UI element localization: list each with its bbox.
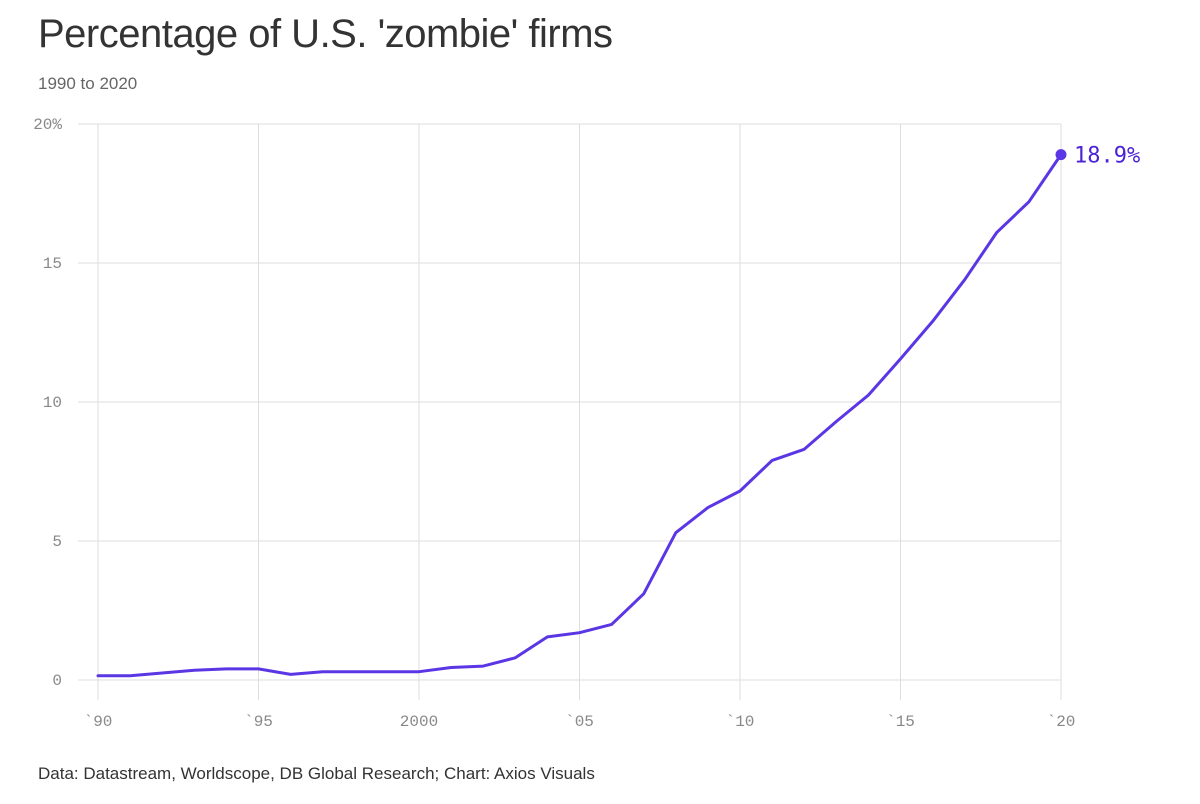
data-point	[833, 418, 839, 424]
chart-subtitle: 1990 to 2020	[38, 74, 138, 93]
data-point	[256, 666, 262, 672]
grid	[78, 123, 1062, 700]
x-tick-label: `10	[726, 713, 755, 731]
data-point	[994, 229, 1000, 235]
data-point	[705, 505, 711, 511]
series-line	[96, 153, 1063, 678]
data-point	[898, 356, 904, 362]
data-point	[352, 669, 358, 675]
y-tick-label: 5	[52, 533, 62, 551]
end-point-marker	[1055, 149, 1067, 161]
data-point	[223, 666, 229, 672]
y-tick-label: 20%	[33, 116, 62, 134]
data-point	[801, 446, 807, 452]
data-point	[448, 664, 454, 670]
data-point	[416, 669, 422, 675]
x-tick-label: `90	[84, 713, 113, 731]
series	[95, 153, 1063, 679]
data-point	[930, 318, 936, 324]
y-tick-label: 10	[43, 394, 62, 412]
x-tick-label: `15	[886, 713, 915, 731]
x-tick-label: 2000	[400, 713, 438, 731]
y-tick-label: 0	[52, 672, 62, 690]
data-point	[865, 392, 871, 398]
chart-title: Percentage of U.S. 'zombie' firms	[38, 12, 613, 56]
x-tick-label: `95	[244, 713, 273, 731]
end-value-label: 18.9%	[1074, 144, 1140, 169]
annotations: 18.9%	[1055, 144, 1140, 169]
data-point	[962, 277, 968, 283]
data-point	[320, 669, 326, 675]
data-point	[769, 457, 775, 463]
data-point	[609, 621, 615, 627]
x-tick-label: `20	[1047, 713, 1076, 731]
y-tick-label: 15	[43, 255, 62, 273]
data-point	[641, 591, 647, 597]
data-point	[159, 670, 165, 676]
data-point	[673, 530, 679, 536]
data-point	[737, 488, 743, 494]
x-tick-label: `05	[565, 713, 594, 731]
data-point	[191, 667, 197, 673]
data-point	[288, 671, 294, 677]
data-point	[544, 634, 550, 640]
data-point	[127, 673, 133, 679]
chart-source-note: Data: Datastream, Worldscope, DB Global …	[38, 764, 595, 783]
data-point	[95, 673, 101, 679]
data-point	[512, 655, 518, 661]
data-point	[384, 669, 390, 675]
data-point	[577, 630, 583, 636]
data-point	[1026, 199, 1032, 205]
axes: 0 5 10 15 20% `90 `95 2000 `05 `10 `15 `20	[33, 116, 1075, 731]
data-point	[480, 663, 486, 669]
